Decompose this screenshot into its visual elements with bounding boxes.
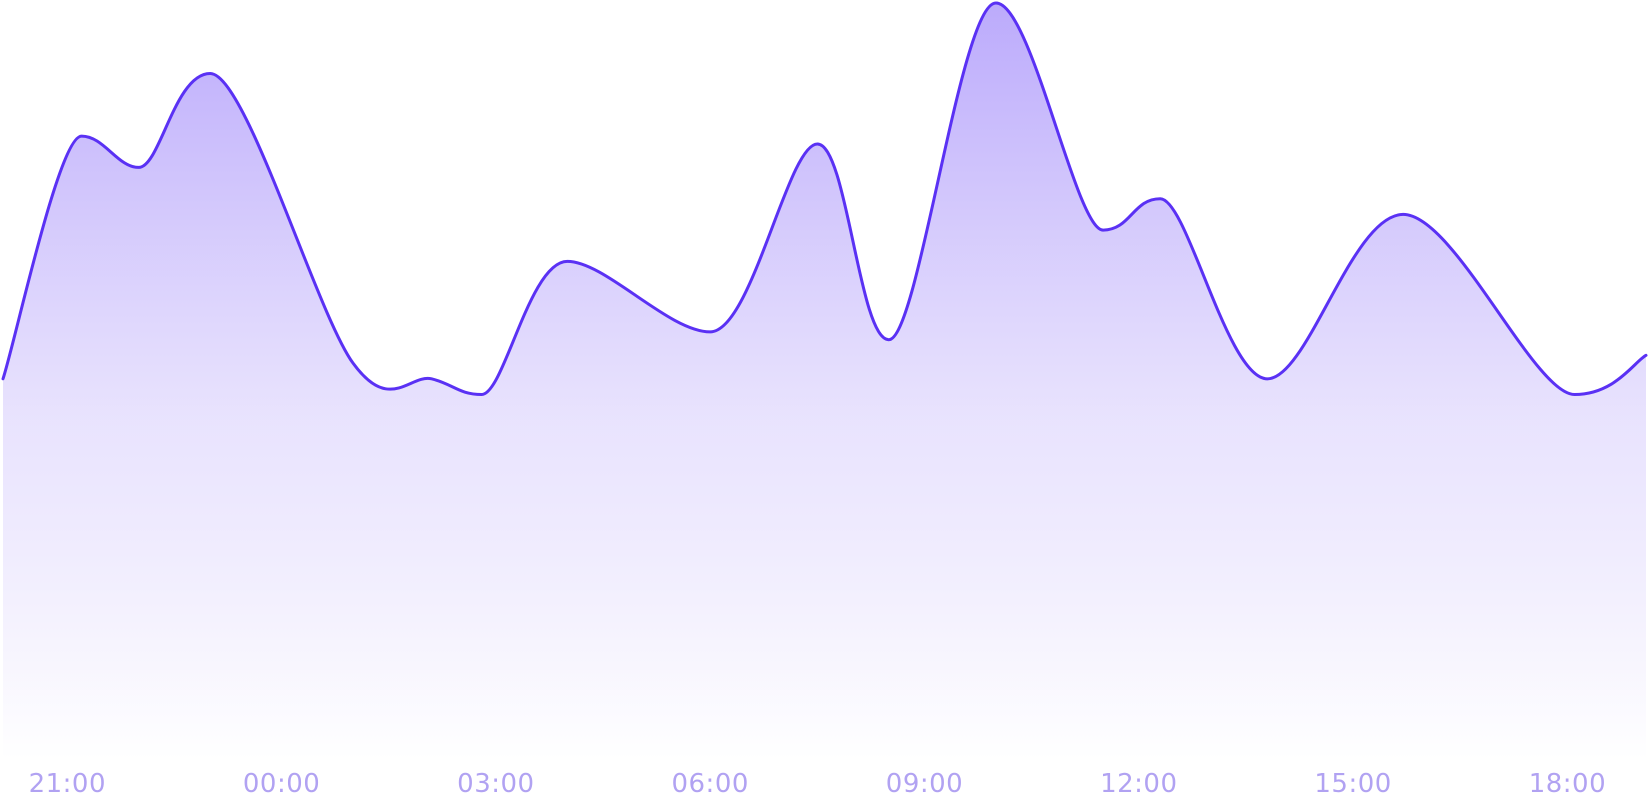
x-tick-label: 12:00 bbox=[1100, 769, 1177, 799]
series-0-line bbox=[1, 1, 1648, 396]
x-tick-label: 09:00 bbox=[886, 769, 963, 799]
x-tick-label: 00:00 bbox=[243, 769, 320, 799]
x-axis-ticks: 21:00 00:00 03:00 06:00 09:00 12:00 15:00 18:00 bbox=[29, 769, 1606, 799]
x-tick-label: 18:00 bbox=[1529, 769, 1606, 799]
series-0-area bbox=[3, 3, 1646, 760]
x-tick-label: 03:00 bbox=[457, 769, 534, 799]
x-tick-label: 21:00 bbox=[29, 769, 106, 799]
x-tick-label: 15:00 bbox=[1314, 769, 1391, 799]
x-tick-label: 06:00 bbox=[671, 769, 748, 799]
plot-area bbox=[1, 1, 1648, 760]
